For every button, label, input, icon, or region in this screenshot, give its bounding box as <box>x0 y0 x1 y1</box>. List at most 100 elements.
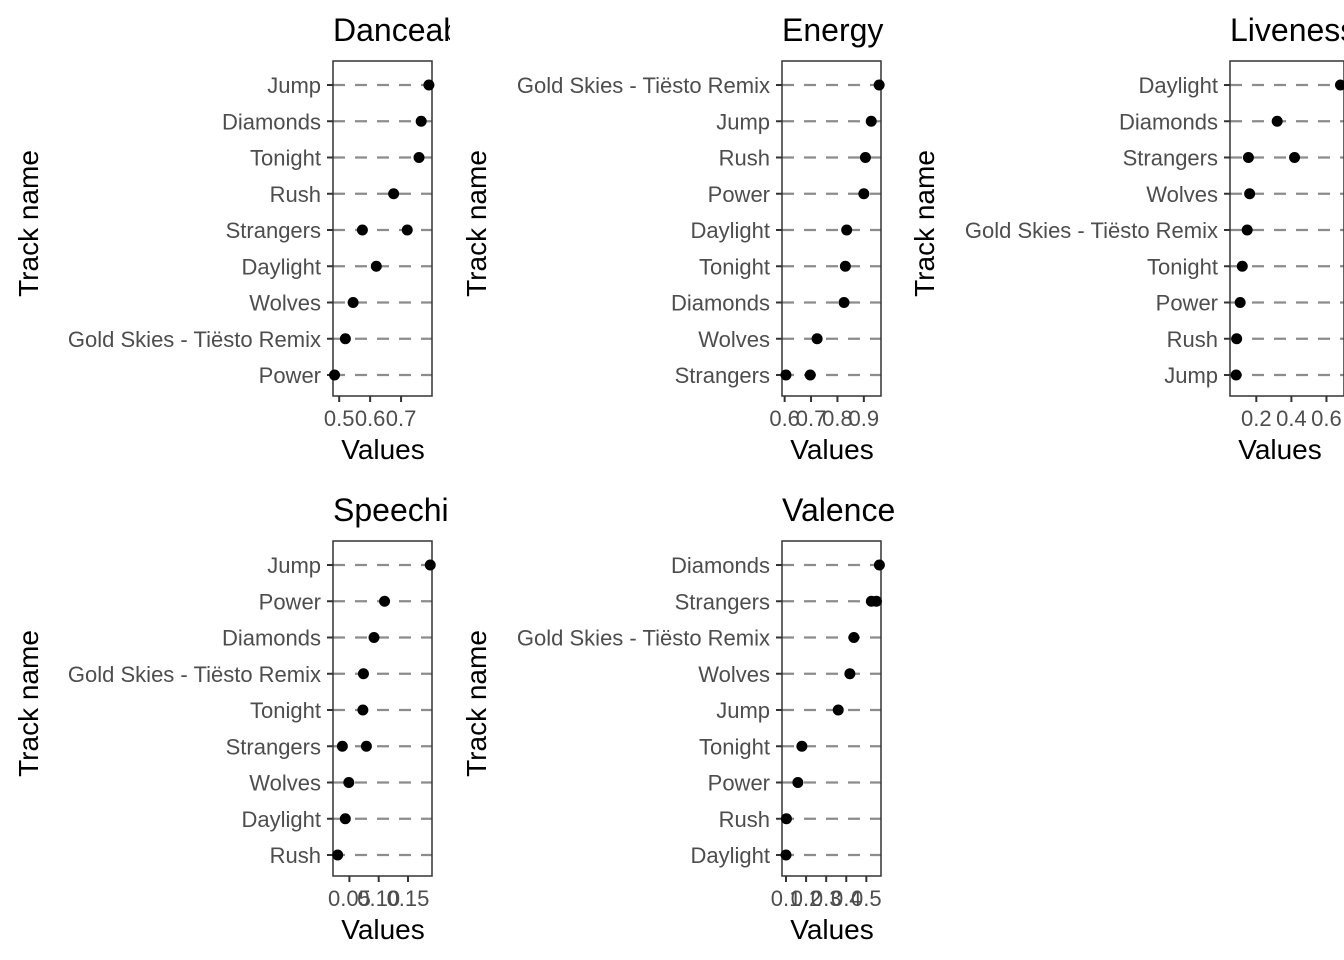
data-point <box>339 333 351 345</box>
y-tick-label: Wolves <box>249 291 321 316</box>
data-point <box>388 188 400 200</box>
y-tick-label: Gold Skies - Tiësto Remix <box>965 218 1218 243</box>
y-tick-label: Wolves <box>698 327 770 352</box>
x-axis-title: Values <box>790 914 874 945</box>
data-point <box>780 849 792 861</box>
y-tick-label: Rush <box>270 843 321 868</box>
panel-border <box>332 60 433 397</box>
y-tick-label: Power <box>1156 291 1218 316</box>
data-point <box>360 740 372 752</box>
data-point <box>424 559 436 571</box>
data-point <box>841 224 853 236</box>
y-tick-label: Gold Skies - Tiësto Remix <box>68 327 321 352</box>
y-tick-label: Rush <box>270 182 321 207</box>
panel-3: Speechiness Jump Power Diamonds Gold Skies -… <box>13 492 450 945</box>
y-tick-label: Wolves <box>698 662 770 687</box>
y-tick-label: Tonight <box>250 698 321 723</box>
y-tick-label: Rush <box>719 807 770 832</box>
data-point <box>379 595 391 607</box>
data-point <box>1271 115 1283 127</box>
y-tick-label: Diamonds <box>222 109 321 134</box>
data-point <box>811 333 823 345</box>
panel-title: Valence <box>782 492 895 528</box>
x-tick-label: 0.6 <box>1311 406 1342 431</box>
x-tick-label: 0.6 <box>355 406 386 431</box>
x-tick-label: 0.10 <box>357 886 400 911</box>
y-tick-label: Wolves <box>249 771 321 796</box>
y-tick-label: Power <box>259 589 321 614</box>
y-tick-label: Daylight <box>691 843 770 868</box>
data-point <box>401 224 413 236</box>
y-tick-label: Strangers <box>226 218 321 243</box>
data-point <box>848 632 860 643</box>
x-tick-label: 0.3 <box>811 886 842 911</box>
data-point <box>347 297 359 308</box>
y-tick-label: Tonight <box>699 734 770 759</box>
data-point <box>356 224 368 236</box>
panel-2: Liveness Daylight Diamonds Strangers Wolves G… <box>909 12 1344 465</box>
data-point <box>796 740 808 752</box>
y-tick-label: Jump <box>267 73 321 98</box>
panel-border <box>781 60 882 397</box>
y-tick-label: Jump <box>716 698 770 723</box>
x-tick-label: 0.9 <box>849 406 880 431</box>
data-point <box>1236 260 1248 272</box>
data-point <box>339 813 351 825</box>
y-axis-title: Track name <box>461 630 492 777</box>
x-tick-label: 0.1 <box>771 886 802 911</box>
data-point <box>1334 79 1344 91</box>
data-point <box>1231 333 1243 345</box>
data-point <box>413 152 425 163</box>
y-tick-label: Power <box>708 771 770 796</box>
data-point <box>1289 152 1301 163</box>
data-point <box>1241 224 1253 236</box>
panel-border <box>1229 60 1344 397</box>
y-tick-label: Wolves <box>1146 182 1218 207</box>
y-tick-label: Tonight <box>699 254 770 279</box>
data-point <box>368 632 380 643</box>
data-point <box>780 369 792 381</box>
y-tick-label: Tonight <box>250 146 321 171</box>
data-point <box>804 369 816 381</box>
panel-1: Energy Gold Skies - Tiësto Remix Jump Rush P… <box>461 12 885 465</box>
data-point <box>873 559 885 571</box>
data-point <box>370 260 382 272</box>
y-tick-label: Daylight <box>242 254 321 279</box>
x-tick-label: 0.4 <box>831 886 862 911</box>
data-point <box>357 704 369 716</box>
y-tick-label: Tonight <box>1147 254 1218 279</box>
x-tick-label: 0.8 <box>822 406 853 431</box>
y-tick-label: Diamonds <box>671 553 770 578</box>
y-axis-title: Track name <box>13 630 44 777</box>
y-tick-label: Strangers <box>226 734 321 759</box>
data-point <box>832 704 844 716</box>
y-tick-label: Rush <box>719 146 770 171</box>
x-tick-label: 0.7 <box>796 406 827 431</box>
y-tick-label: Diamonds <box>222 626 321 651</box>
y-tick-label: Strangers <box>675 363 770 388</box>
y-tick-label: Gold Skies - Tiësto Remix <box>517 73 770 98</box>
panel-border <box>332 540 433 877</box>
panel-4: Valence Diamonds Strangers Gold Skies - Tië… <box>461 492 895 945</box>
data-point <box>415 115 427 127</box>
panel-title: Energy <box>782 12 883 48</box>
y-tick-label: Jump <box>267 553 321 578</box>
y-tick-label: Daylight <box>691 218 770 243</box>
y-axis-title: Track name <box>461 150 492 297</box>
data-point <box>839 260 851 272</box>
data-point <box>329 369 341 381</box>
x-axis-title: Values <box>790 434 874 465</box>
data-point <box>1234 297 1246 308</box>
data-point <box>792 777 804 788</box>
x-tick-label: 0.6 <box>769 406 800 431</box>
x-tick-label: 0.5 <box>324 406 355 431</box>
data-point <box>870 595 882 607</box>
panel-border <box>781 540 882 877</box>
data-point <box>423 79 435 91</box>
data-point <box>858 188 870 200</box>
y-tick-label: Strangers <box>675 589 770 614</box>
y-tick-label: Rush <box>1167 327 1218 352</box>
y-tick-label: Power <box>708 182 770 207</box>
data-point <box>1242 152 1254 163</box>
panel-title: Liveness <box>1230 12 1344 48</box>
